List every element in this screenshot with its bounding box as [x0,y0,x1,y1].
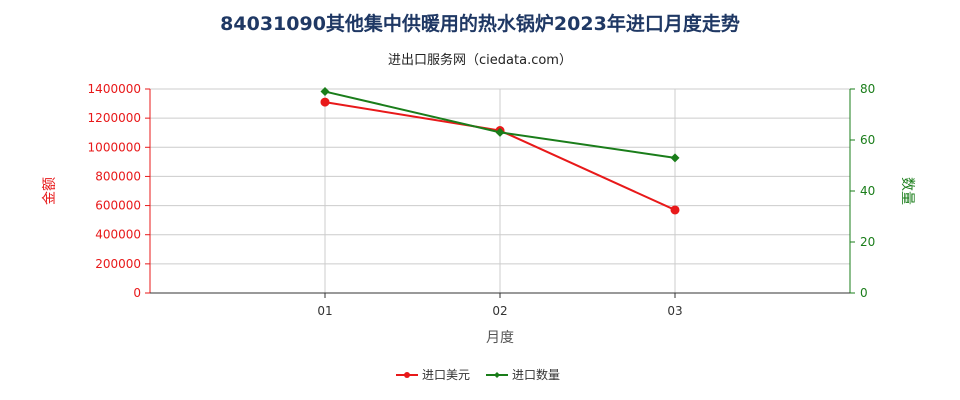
x-axis-ticks: 01 02 03 [317,293,683,318]
left-tick-label: 1200000 [88,111,141,125]
right-axis-label: 数量 [899,177,915,205]
left-tick-label: 200000 [95,257,141,271]
data-point-1 [670,205,680,215]
right-axis-ticks: 0 20 40 60 80 [850,82,875,300]
data-point-1 [320,97,330,107]
grid-lines [150,88,850,293]
data-point-2 [495,127,505,137]
left-tick-label: 1000000 [88,140,141,154]
left-tick-label: 0 [133,286,141,300]
right-tick-label: 0 [860,286,868,300]
x-tick-label: 03 [667,304,682,318]
legend: 进口美元 进口数量 [396,367,560,382]
legend-swatch-marker [404,372,410,378]
left-tick-label: 600000 [95,199,141,213]
left-tick-label: 800000 [95,169,141,183]
left-axis-ticks: 0 200000 400000 600000 800000 1000000 1200000 1… [88,82,150,300]
right-tick-label: 40 [860,184,875,198]
x-tick-label: 01 [317,304,332,318]
left-axis-label: 金额 [42,177,58,205]
legend-label: 进口数量 [512,367,560,382]
data-point-2 [320,87,330,97]
right-tick-label: 60 [860,133,875,147]
left-tick-label: 1400000 [88,82,141,96]
left-tick-label: 400000 [95,228,141,242]
legend-swatch-marker [494,372,500,378]
legend-label: 进口美元 [422,368,470,382]
chart-title: 84031090其他集中供暖用的热水锅炉2023年进口月度走势 [220,13,740,35]
x-axis-label: 月度 [486,330,514,346]
data-point-2 [670,153,680,163]
right-tick-label: 20 [860,235,875,249]
right-tick-label: 80 [860,82,875,96]
x-tick-label: 02 [492,304,507,318]
chart-subtitle: 进出口服务网（ciedata.com） [388,53,572,68]
series-layer [320,87,680,215]
